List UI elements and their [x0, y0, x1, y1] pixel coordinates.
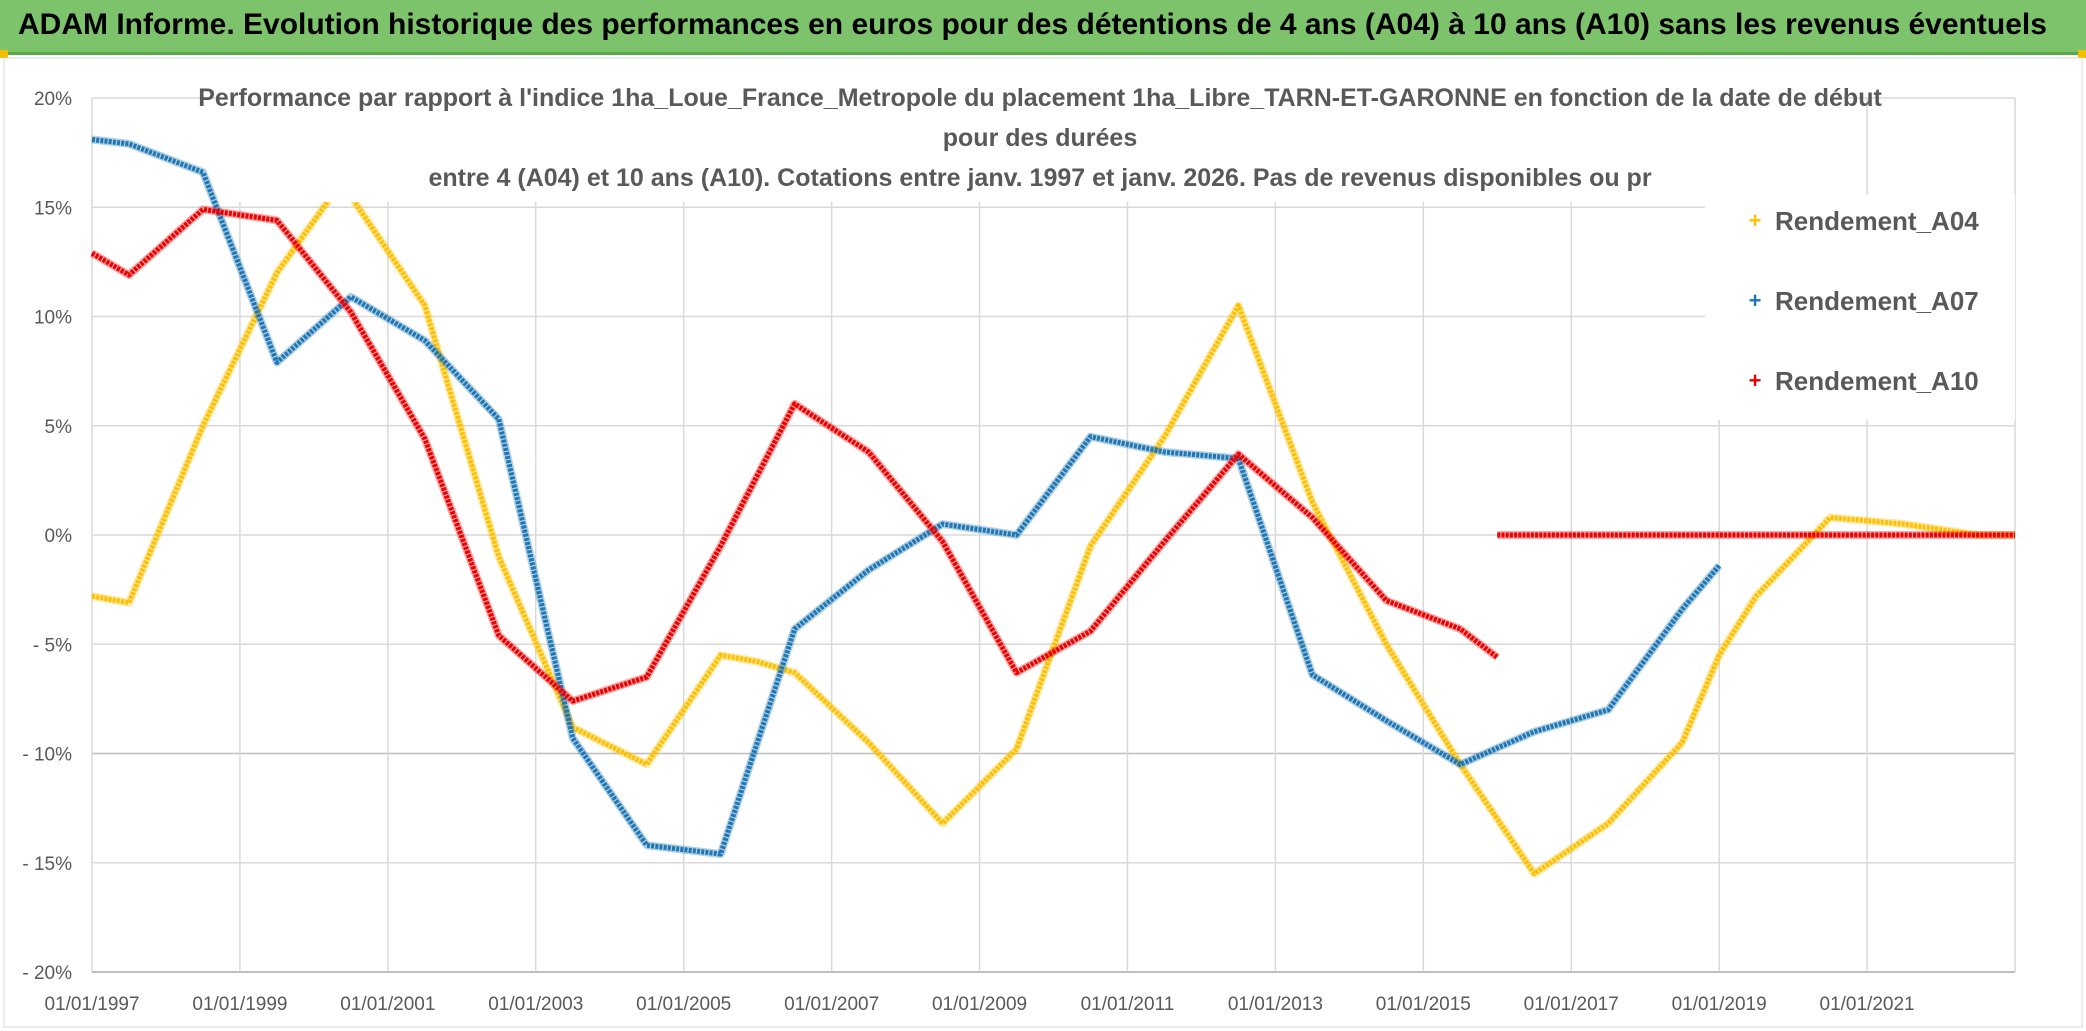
y-tick-label: 0% [45, 526, 73, 547]
chart-title-line: Performance par rapport à l'indice 1ha_L… [198, 84, 1882, 112]
x-tick-label: 01/01/2015 [1376, 994, 1471, 1015]
y-tick-label: - 20% [22, 963, 72, 984]
series-line-rendement-a10 [90, 206, 1499, 704]
x-tick-label: 01/01/2017 [1524, 994, 1619, 1015]
report-title: ADAM Informe. Evolution historique des p… [18, 8, 2047, 41]
x-tick-label: 01/01/2021 [1820, 994, 1915, 1015]
y-tick-label: - 5% [33, 635, 72, 656]
x-tick-label: 01/01/2009 [932, 994, 1027, 1015]
report-banner: ADAM Informe. Evolution historique des p… [0, 0, 2086, 55]
legend-marker: + [1749, 288, 1762, 313]
x-tick-label: 01/01/2005 [636, 994, 731, 1015]
chart-title-box [225, 76, 1840, 202]
y-tick-label: 15% [34, 198, 72, 219]
x-tick-label: 01/01/2001 [340, 994, 435, 1015]
x-tick-label: 01/01/2011 [1081, 994, 1175, 1015]
x-tick-label: 01/01/1999 [192, 994, 287, 1015]
chart-title-line: pour des durées [943, 124, 1138, 152]
chart-title-line: entre 4 (A04) et 10 ans (A10). Cotations… [428, 164, 1651, 192]
legend-label: Rendement_A04 [1775, 206, 1979, 236]
y-tick-label: 20% [34, 89, 72, 110]
legend-label: Rendement_A10 [1775, 366, 1979, 396]
y-tick-label: 10% [34, 308, 72, 329]
legend: + Rendement_A04 + Rendement_A07 + Rendement_A… [1749, 206, 1980, 396]
series-line-halo [89, 205, 1500, 706]
x-tick-label: 01/01/1997 [44, 994, 139, 1015]
y-tick-label: - 15% [22, 854, 72, 875]
corner-marker [2078, 50, 2086, 58]
y-axis-ticks: 20% 15% 10% 5% 0% - 5% - 10% - 15% - 20% [22, 89, 72, 984]
x-tick-label: 01/01/2019 [1672, 994, 1767, 1015]
legend-marker: + [1749, 208, 1762, 233]
y-tick-label: - 10% [22, 745, 72, 766]
y-tick-label: 5% [45, 417, 73, 438]
chart-title: Performance par rapport à l'indice 1ha_L… [198, 84, 1882, 192]
legend-marker: + [1749, 368, 1762, 393]
x-tick-label: 01/01/2013 [1228, 994, 1323, 1015]
x-tick-label: 01/01/2007 [784, 994, 879, 1015]
corner-marker [0, 50, 8, 58]
chart-frame [3, 57, 2083, 1028]
legend-label: Rendement_A07 [1775, 286, 1979, 316]
series-line-halo [91, 135, 1723, 859]
x-axis-ticks: 01/01/1997 01/01/1999 01/01/2001 01/01/2003… [44, 994, 1914, 1015]
x-tick-label: 01/01/2003 [488, 994, 583, 1015]
legend-box [1705, 195, 2015, 420]
